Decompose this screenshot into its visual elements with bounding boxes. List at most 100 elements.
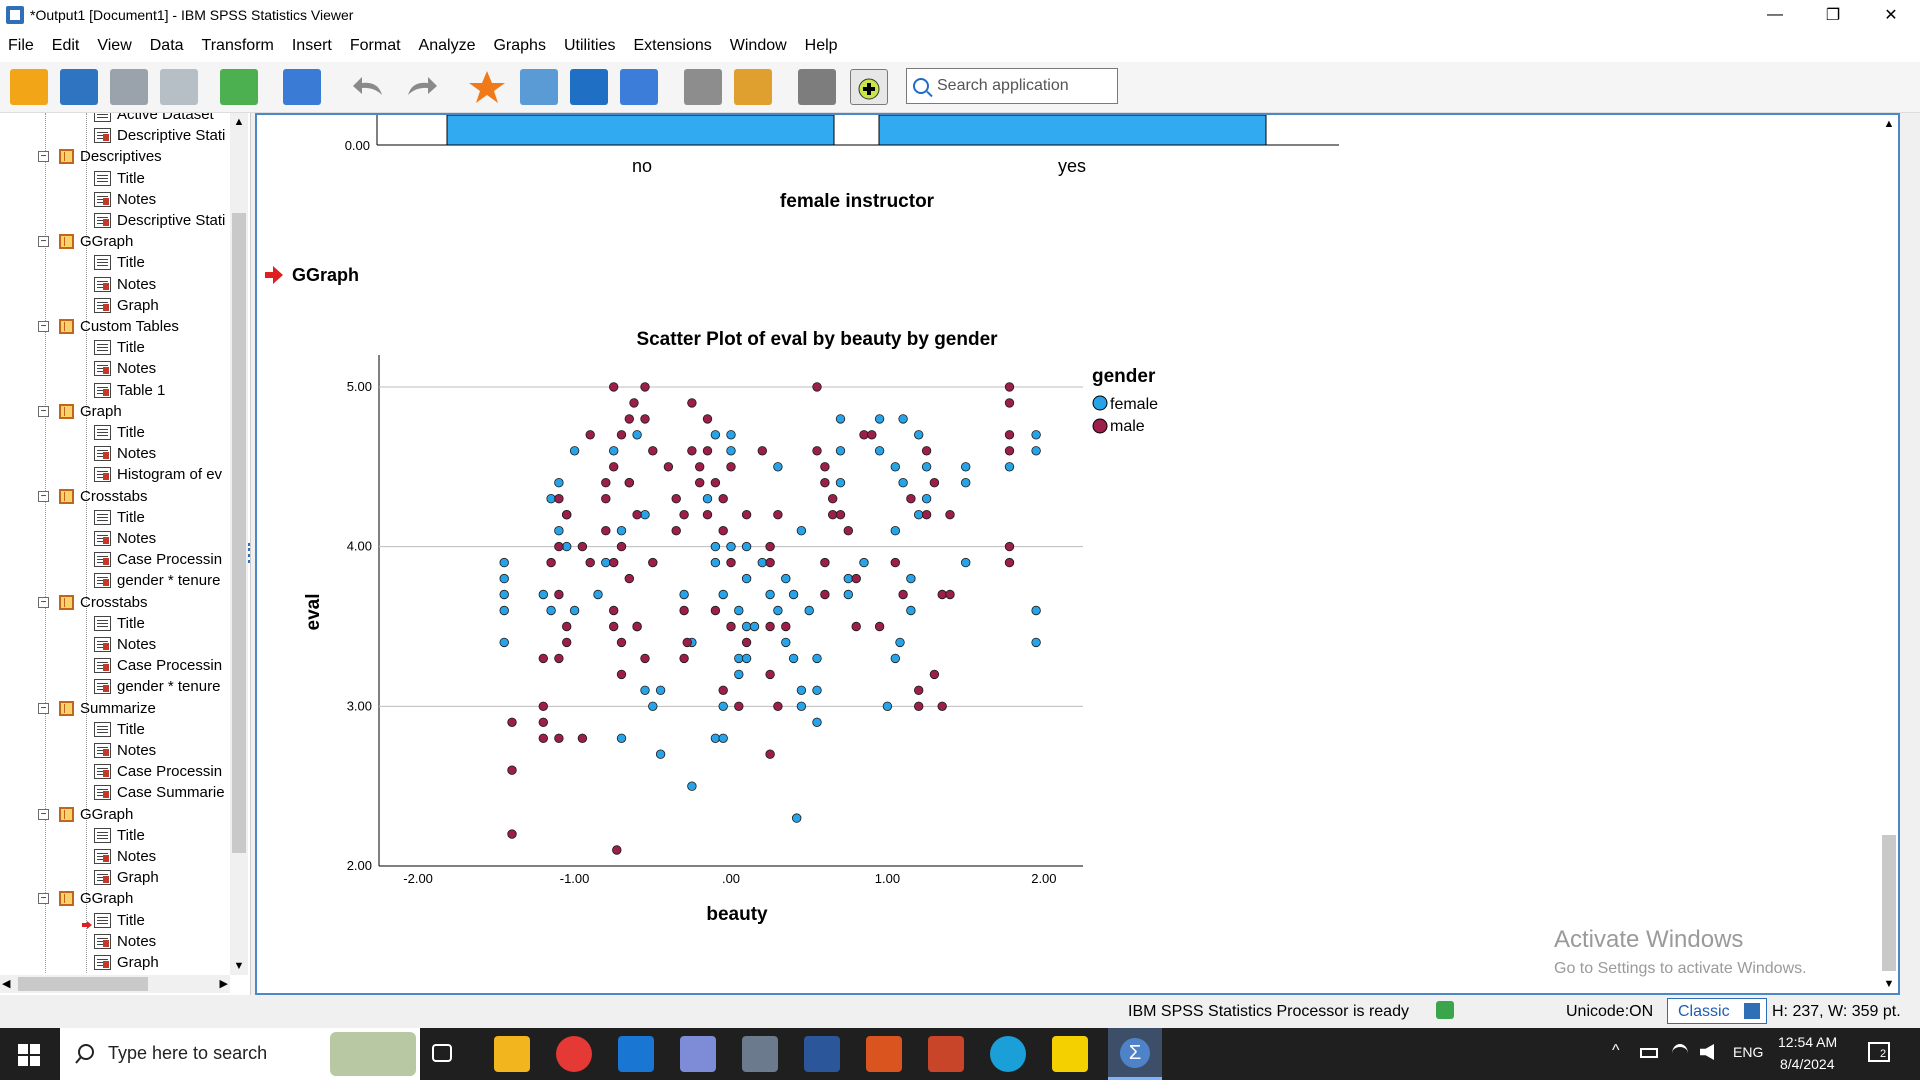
outline-item[interactable]: Title <box>94 168 145 189</box>
scatter-chart[interactable]: Scatter Plot of eval by beauty by gender… <box>303 329 1158 925</box>
collapse-toggle-icon[interactable]: − <box>38 405 49 417</box>
powerpoint-icon[interactable] <box>928 1036 964 1072</box>
arrow-down-icon[interactable] <box>570 69 608 105</box>
outline-item[interactable]: − Crosstabs <box>38 592 148 613</box>
collapse-toggle-icon[interactable]: − <box>38 893 49 905</box>
scroll-down-arrow[interactable]: ▼ <box>233 960 245 972</box>
print-icon[interactable] <box>110 69 148 105</box>
outline-item[interactable]: Case Processin <box>94 549 222 570</box>
section-heading[interactable]: GGraph <box>265 265 359 285</box>
outline-item[interactable]: Title <box>94 337 145 358</box>
collapse-toggle-icon[interactable]: − <box>38 490 49 502</box>
menu-transform[interactable]: Transform <box>201 37 274 54</box>
outline-item[interactable]: − Crosstabs <box>38 486 148 507</box>
outline-item[interactable]: − GGraph <box>38 804 133 825</box>
outline-item[interactable]: Table 1 <box>94 380 165 401</box>
outline-item[interactable]: Title <box>94 422 145 443</box>
outline-item[interactable]: Graph <box>94 867 159 888</box>
outline-vertical-scrollbar[interactable]: ▲ ▼ <box>230 113 248 975</box>
show-hidden-icons[interactable]: ^ <box>1612 1042 1620 1059</box>
scroll-right-arrow[interactable]: ▶ <box>219 978 228 990</box>
close-button[interactable]: ✕ <box>1884 7 1898 24</box>
maximize-button[interactable]: ❐ <box>1825 7 1841 24</box>
menu-analyze[interactable]: Analyze <box>418 37 476 54</box>
open-icon[interactable] <box>10 69 48 105</box>
menu-view[interactable]: View <box>97 37 132 54</box>
star-icon[interactable] <box>468 69 506 105</box>
viewer-vertical-scrollbar[interactable]: ▲ ▼ <box>1880 115 1898 993</box>
export-icon[interactable] <box>220 69 258 105</box>
outline-item[interactable]: Notes <box>94 931 156 952</box>
clock-time[interactable]: 12:54 AM <box>1778 1034 1838 1050</box>
collapse-toggle-icon[interactable]: − <box>38 151 49 163</box>
outline-item[interactable]: Notes <box>94 189 156 210</box>
language-indicator[interactable]: ENG <box>1733 1044 1764 1060</box>
store-icon[interactable] <box>618 1036 654 1072</box>
outline-horizontal-scrollbar[interactable]: ◀ ▶ <box>0 975 230 993</box>
variables-icon[interactable] <box>620 69 658 105</box>
outline-item[interactable]: Title <box>94 825 145 846</box>
print-preview-icon[interactable] <box>160 69 198 105</box>
viewer-scroll-up-arrow[interactable]: ▲ <box>1883 118 1895 130</box>
sticky-notes-icon[interactable] <box>1052 1036 1088 1072</box>
outline-item[interactable]: Descriptive Stati <box>94 210 225 231</box>
outline-item[interactable]: Histogram of ev <box>94 464 222 485</box>
collapse-toggle-icon[interactable]: − <box>38 236 49 248</box>
pane-splitter[interactable] <box>248 543 250 563</box>
scroll-left-arrow[interactable]: ◀ <box>2 978 11 990</box>
edit-icon[interactable] <box>684 69 722 105</box>
classic-mode-button[interactable]: Classic <box>1667 998 1767 1024</box>
menu-format[interactable]: Format <box>349 37 401 54</box>
outline-item[interactable]: Case Processin <box>94 761 222 782</box>
menu-extensions[interactable]: Extensions <box>633 37 712 54</box>
outline-item[interactable]: Notes <box>94 528 156 549</box>
menu-help[interactable]: Help <box>804 37 838 54</box>
outline-item[interactable]: Title <box>94 507 145 528</box>
outline-item[interactable]: Notes <box>94 443 156 464</box>
collapse-toggle-icon[interactable]: − <box>38 808 49 820</box>
redo-icon[interactable] <box>402 69 440 105</box>
menu-insert[interactable]: Insert <box>291 37 332 54</box>
save-icon[interactable] <box>60 69 98 105</box>
outline-item[interactable]: Notes <box>94 274 156 295</box>
outline-item[interactable]: Case Summarie <box>94 782 225 803</box>
menu-file[interactable]: File <box>8 37 34 54</box>
outline-item[interactable]: Descriptive Stati <box>94 125 225 146</box>
taskbar-search-box[interactable]: Type here to search <box>60 1028 420 1080</box>
matlab-icon[interactable] <box>866 1036 902 1072</box>
chrome-icon[interactable] <box>556 1036 592 1072</box>
outline-item[interactable]: Title <box>94 719 145 740</box>
file-explorer-icon[interactable] <box>494 1036 530 1072</box>
search-box[interactable] <box>906 68 1118 104</box>
word-icon[interactable] <box>804 1036 840 1072</box>
notification-center-icon[interactable]: 2 <box>1868 1042 1890 1062</box>
outline-item[interactable]: Notes <box>94 358 156 379</box>
outline-item[interactable]: Title <box>94 613 145 634</box>
volume-icon[interactable] <box>1700 1044 1714 1060</box>
outline-item[interactable]: − Graph <box>38 401 122 422</box>
collapse-toggle-icon[interactable]: − <box>38 596 49 608</box>
outline-item[interactable]: Notes <box>94 846 156 867</box>
menu-graphs[interactable]: Graphs <box>493 37 546 54</box>
collapse-toggle-icon[interactable]: − <box>38 321 49 332</box>
wifi-icon[interactable] <box>1672 1044 1688 1063</box>
outline-item[interactable]: gender * tenure <box>94 570 220 591</box>
outline-item[interactable]: Graph <box>94 952 159 973</box>
outline-item[interactable]: gender * tenure <box>94 676 220 697</box>
spss-taskbar-icon[interactable]: Σ <box>1108 1028 1162 1080</box>
search-input[interactable] <box>935 76 1109 96</box>
outline-item[interactable]: Title <box>94 252 145 273</box>
collapse-toggle-icon[interactable]: − <box>38 702 49 714</box>
menu-edit[interactable]: Edit <box>51 37 80 54</box>
outline-item[interactable]: Title <box>82 910 145 931</box>
outline-item[interactable]: Graph <box>94 295 159 316</box>
battery-icon[interactable] <box>1640 1048 1658 1058</box>
outline-item[interactable]: Active Dataset <box>94 113 214 125</box>
paint-icon[interactable] <box>680 1036 716 1072</box>
pivot-icon[interactable] <box>520 69 558 105</box>
scroll-thumb[interactable] <box>232 213 246 853</box>
minimize-button[interactable]: — <box>1767 6 1783 23</box>
outline-item[interactable]: Case Processin <box>94 655 222 676</box>
viewer-scroll-down-arrow[interactable]: ▼ <box>1883 978 1895 990</box>
script-icon[interactable] <box>734 69 772 105</box>
